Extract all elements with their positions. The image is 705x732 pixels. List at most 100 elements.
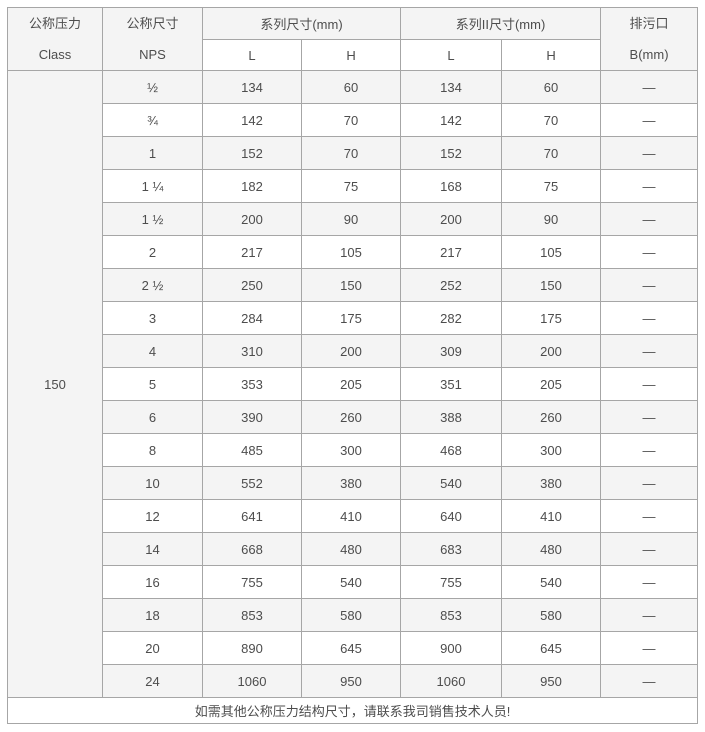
series2-h-cell: 300 <box>501 433 602 467</box>
header-series1-l: L <box>202 39 302 71</box>
table-row: 20 890 645 900 645— <box>8 631 699 665</box>
series1-l-cell: 552 <box>202 466 302 500</box>
header-series1-h: H <box>300 39 402 71</box>
table-row: 4 310 200 309 200— <box>8 334 699 368</box>
series2-l-cell: 468 <box>400 433 503 467</box>
series2-h-cell: 205 <box>501 367 602 401</box>
series1-h-cell: 580 <box>300 598 402 632</box>
drain-port-cell: — <box>600 499 699 533</box>
header-series2-group: 系列II尺寸(mm) <box>400 7 602 40</box>
series1-h-cell: 75 <box>300 169 402 203</box>
series2-h-cell: 410 <box>501 499 602 533</box>
nps-cell: 20 <box>102 631 203 665</box>
series2-h-cell: 60 <box>501 70 602 104</box>
table-row: 10 552 380 540 380— <box>8 466 699 500</box>
nps-cell: 12 <box>102 499 203 533</box>
series1-l-cell: 755 <box>202 565 302 599</box>
series1-h-cell: 950 <box>300 664 402 698</box>
series1-h-cell: 105 <box>300 235 402 269</box>
drain-port-cell: — <box>600 103 699 137</box>
series2-h-cell: 260 <box>501 400 602 434</box>
pressure-class-cell: 150 <box>7 70 103 698</box>
nps-cell: 4 <box>102 334 203 368</box>
drain-port-cell: — <box>600 466 699 500</box>
series1-h-cell: 175 <box>300 301 402 335</box>
table-row: 18 853 580 853 580— <box>8 598 699 632</box>
table-row: 1 ¼ 182 75 168 75— <box>8 169 699 203</box>
nps-cell: 14 <box>102 532 203 566</box>
series1-l-cell: 668 <box>202 532 302 566</box>
series1-l-cell: 284 <box>202 301 302 335</box>
series1-h-cell: 90 <box>300 202 402 236</box>
nps-cell: 1 <box>102 136 203 170</box>
table-row: 150 ½ 134 60 134 60— <box>7 70 699 698</box>
series1-l-cell: 200 <box>202 202 302 236</box>
drain-port-cell: — <box>600 598 699 632</box>
series2-h-cell: 70 <box>501 136 602 170</box>
series2-h-cell: 950 <box>501 664 602 698</box>
drain-port-cell: — <box>600 235 699 269</box>
nps-cell: 2 <box>102 235 203 269</box>
series2-l-cell: 217 <box>400 235 503 269</box>
drain-port-cell: — <box>600 367 699 401</box>
nps-cell: 1 ¼ <box>102 169 203 203</box>
table-row: 24 1060 950 1060 950— <box>8 664 699 698</box>
series2-h-cell: 645 <box>501 631 602 665</box>
series1-h-cell: 70 <box>300 103 402 137</box>
drain-port-cell: — <box>600 664 699 698</box>
table-row: 1 152 70 152 70— <box>8 136 699 170</box>
series1-h-cell: 540 <box>300 565 402 599</box>
series2-l-cell: 351 <box>400 367 503 401</box>
series1-h-cell: 205 <box>300 367 402 401</box>
header-drain-unit: B(mm) <box>629 47 669 62</box>
series2-l-cell: 168 <box>400 169 503 203</box>
series2-l-cell: 683 <box>400 532 503 566</box>
header-nps: 公称尺寸 NPS <box>102 7 203 71</box>
series2-h-cell: 380 <box>501 466 602 500</box>
series2-l-cell: 900 <box>400 631 503 665</box>
table-row: 2 217 105 217 105— <box>8 235 699 269</box>
series2-h-cell: 200 <box>501 334 602 368</box>
series2-h-cell: 90 <box>501 202 602 236</box>
series2-l-cell: 252 <box>400 268 503 302</box>
nps-cell: 1 ½ <box>102 202 203 236</box>
series2-h-cell: 580 <box>501 598 602 632</box>
nps-cell: 24 <box>102 664 203 698</box>
series1-h-cell: 645 <box>300 631 402 665</box>
table-body: 150 ½ 134 60 134 60— ¾ 142 70 142 70—1 152 70 152 70—1… <box>7 70 699 698</box>
nps-cell: ½ <box>102 70 203 104</box>
table-row: 5 353 205 351 205— <box>8 367 699 401</box>
table-row: 12 641 410 640 410— <box>8 499 699 533</box>
table-row: 14 668 480 683 480— <box>8 532 699 566</box>
header-drain-port: 排污口 B(mm) <box>600 7 699 71</box>
series1-h-cell: 300 <box>300 433 402 467</box>
series1-h-cell: 150 <box>300 268 402 302</box>
nps-cell: ¾ <box>102 103 203 137</box>
footer-note: 如需其他公称压力结构尺寸，请联系我司销售技术人员! <box>6 697 699 724</box>
series1-h-cell: 260 <box>300 400 402 434</box>
series1-l-cell: 353 <box>202 367 302 401</box>
series1-h-cell: 480 <box>300 532 402 566</box>
series2-l-cell: 1060 <box>400 664 503 698</box>
series2-l-cell: 755 <box>400 565 503 599</box>
series1-l-cell: 250 <box>202 268 302 302</box>
series1-l-cell: 890 <box>202 631 302 665</box>
series2-l-cell: 388 <box>400 400 503 434</box>
series2-l-cell: 200 <box>400 202 503 236</box>
valve-dimensions-table: 公称压力 Class 公称尺寸 NPS 系列尺寸(mm) 系列II尺寸(mm) … <box>6 7 699 724</box>
series2-h-cell: 175 <box>501 301 602 335</box>
table-row: 8 485 300 468 300— <box>8 433 699 467</box>
series2-l-cell: 142 <box>400 103 503 137</box>
series2-l-cell: 309 <box>400 334 503 368</box>
drain-port-cell: — <box>600 136 699 170</box>
table-row: ¾ 142 70 142 70— <box>8 103 699 137</box>
header-pressure-en: Class <box>38 47 72 62</box>
drain-port-cell: — <box>600 202 699 236</box>
series1-l-cell: 1060 <box>202 664 302 698</box>
table-row: 6 390 260 388 260— <box>8 400 699 434</box>
series1-l-cell: 485 <box>202 433 302 467</box>
series2-l-cell: 152 <box>400 136 503 170</box>
series2-l-cell: 282 <box>400 301 503 335</box>
nps-cell: 16 <box>102 565 203 599</box>
